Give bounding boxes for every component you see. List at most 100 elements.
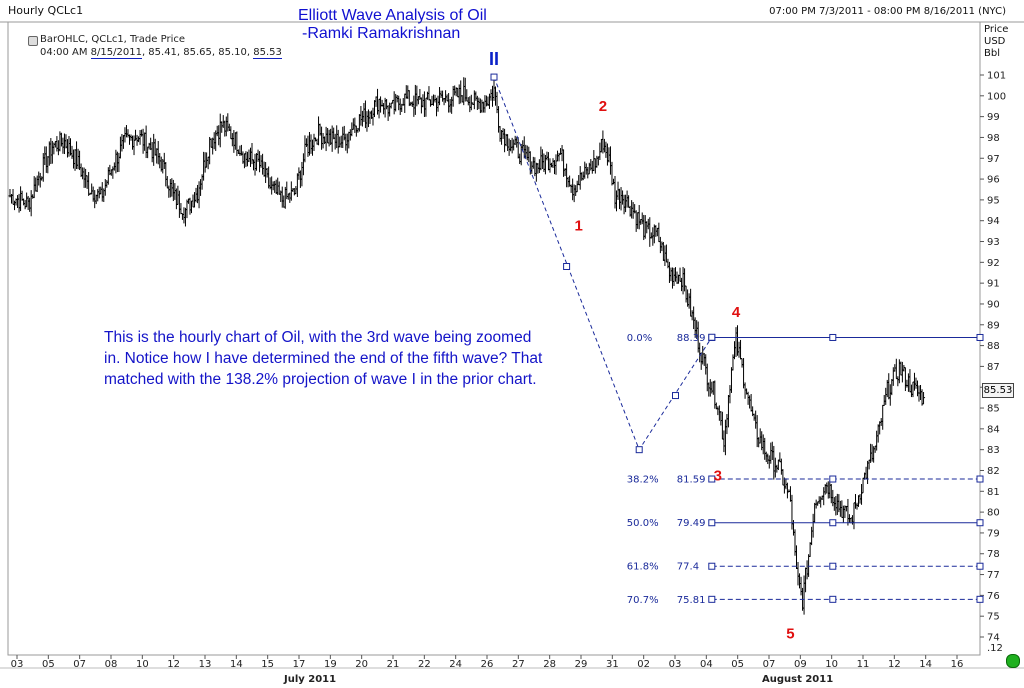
x-tick-label: 13	[199, 659, 212, 670]
fib-level-value: 75.81	[677, 595, 706, 606]
x-tick-label: 07	[73, 659, 86, 670]
y-tick-label: 76	[987, 591, 1000, 602]
x-tick-label: 03	[669, 659, 682, 670]
fib-handle	[976, 562, 984, 570]
fib-handle	[976, 595, 984, 603]
y-tick-label: 100	[987, 91, 1006, 102]
x-tick-label: 15	[261, 659, 274, 670]
y-tick-label: 77	[987, 570, 1000, 581]
fib-handle	[976, 333, 984, 341]
x-tick-label: 20	[355, 659, 368, 670]
month-label-july: July 2011	[283, 674, 336, 685]
y-tick-label: 90	[987, 299, 1000, 310]
fib-handle	[708, 595, 716, 603]
y-tick-label: 80	[987, 508, 1000, 519]
fib-level-pct: 0.0%	[627, 333, 652, 344]
x-tick-label: 08	[105, 659, 118, 670]
y-tick-label: 96	[987, 175, 1000, 186]
fib-level-pct: 50.0%	[627, 518, 659, 529]
y-tick-label: 87	[987, 362, 1000, 373]
x-tick-label: 02	[637, 659, 650, 670]
chart-title-line1: Elliott Wave Analysis of Oil	[298, 7, 487, 24]
wave-label: 1	[575, 218, 583, 235]
wave-label: 3	[714, 467, 722, 484]
x-axis: 03 05 07 08 10 12 13 14 15 17 19 20 21 22 24 26 27 28 29 31…	[11, 655, 963, 670]
legend-time: 04:00 AM	[40, 47, 88, 58]
month-label-august: August 2011	[762, 674, 833, 685]
fib-handle	[708, 519, 716, 527]
fib-level-value: 79.49	[677, 518, 706, 529]
x-tick-label: 11	[857, 659, 870, 670]
fib-handle	[829, 519, 837, 527]
analysis-note: This is the hourly chart of Oil, with th…	[104, 329, 543, 388]
y-tick-label: 82	[987, 466, 1000, 477]
fib-handle	[976, 519, 984, 527]
symbol-label: Hourly QCLc1	[8, 4, 84, 17]
legend-last: 85.53	[253, 47, 282, 59]
fib-handle	[976, 475, 984, 483]
x-tick-label: 07	[763, 659, 776, 670]
x-tick-label: 21	[387, 659, 400, 670]
wave-label: 2	[599, 98, 607, 115]
y-tick-label: 81	[987, 487, 1000, 498]
date-range-label: 07:00 PM 7/3/2011 - 08:00 PM 8/16/2011 (…	[769, 6, 1006, 17]
fib-level-value: 77.4	[677, 562, 699, 573]
wave-label: II	[489, 49, 499, 69]
fib-handle	[829, 333, 837, 341]
legend-series: BarOHLC, QCLc1, Trade Price	[40, 34, 185, 45]
x-tick-label: 04	[700, 659, 713, 670]
y-tick-label: 88	[987, 341, 1000, 352]
y-tick-label: 98	[987, 133, 1000, 144]
fib-level-pct: 70.7%	[627, 595, 659, 606]
fib-handle	[829, 595, 837, 603]
legend-date: 8/15/2011	[90, 47, 142, 59]
fib-level-pct: 61.8%	[627, 562, 659, 573]
fib-handle	[708, 475, 716, 483]
x-tick-label: 26	[481, 659, 494, 670]
x-tick-label: 10	[825, 659, 838, 670]
y-tick-label: 74	[987, 633, 1000, 644]
fib-level-value: 88.39	[677, 333, 706, 344]
price-bars	[8, 77, 926, 615]
y-tick-label: 95	[987, 195, 1000, 206]
x-tick-label: 29	[575, 659, 588, 670]
x-tick-label: 05	[731, 659, 744, 670]
x-tick-label: 12	[167, 659, 180, 670]
x-tick-label: 14	[230, 659, 243, 670]
y-tick-label: 94	[987, 216, 1000, 227]
y-tick-label: 79	[987, 528, 1000, 539]
legend-values: 04:00 AM 8/15/2011, 85.41, 85.65, 85.10,…	[40, 47, 282, 59]
projection-handle	[708, 333, 716, 341]
x-tick-label: 10	[136, 659, 149, 670]
projection-handle	[490, 73, 498, 81]
projection-handle	[672, 392, 679, 400]
x-tick-label: 09	[794, 659, 807, 670]
x-tick-label: 22	[418, 659, 431, 670]
x-tick-label: 14	[919, 659, 932, 670]
wave-labels: II 1 2 3 4 5	[489, 49, 795, 642]
projection-handle	[635, 446, 643, 454]
last-price-tag: 85.53	[982, 383, 1014, 398]
y-tick-label: 78	[987, 549, 1000, 560]
legend-ohlc: , 85.41, 85.65, 85.10,	[141, 47, 254, 58]
y-tick-label: 101	[987, 71, 1006, 82]
bar-chart-icon	[28, 36, 38, 46]
fib-handle	[829, 475, 837, 483]
unit-line-usd: USD	[984, 36, 1006, 47]
wave-label: 4	[732, 304, 741, 321]
x-tick-label: 28	[543, 659, 556, 670]
x-tick-label: 05	[42, 659, 55, 670]
y-tick-label: 75	[987, 612, 1000, 623]
y-tick-label: 97	[987, 154, 1000, 165]
x-tick-label: 19	[324, 659, 337, 670]
unit-line-bbl: Bbl	[984, 48, 1000, 59]
status-indicator	[1006, 654, 1020, 668]
x-tick-label: 27	[512, 659, 525, 670]
y-tick-label: 92	[987, 258, 1000, 269]
y-tick-label: 85	[987, 404, 1000, 415]
wave-projection[interactable]	[490, 73, 716, 454]
fibonacci-levels[interactable]: 0.0% 88.39 38.2% 81.59 50.0% 79.49 61.8% 77.4 70…	[627, 333, 984, 606]
chart-title-line2: -Ramki Ramakrishnan	[302, 25, 460, 42]
price-unit-label: Price USD Bbl	[984, 24, 1008, 60]
